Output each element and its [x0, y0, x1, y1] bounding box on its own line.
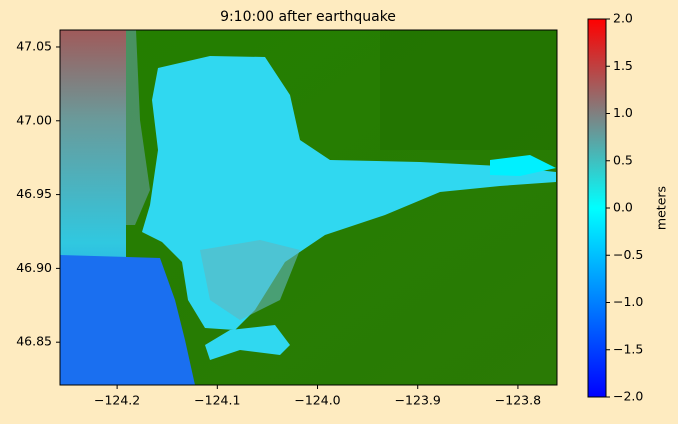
x-tick-label: −124.0 [294, 393, 340, 408]
y-tick-label: 47.05 [16, 38, 52, 53]
colorbar-label: meters [654, 186, 669, 230]
y-tick-label: 47.00 [16, 112, 52, 127]
x-tick-label: −124.2 [94, 393, 140, 408]
x-tick-label: −123.8 [495, 393, 541, 408]
axes-frame [59, 29, 558, 386]
colorbar-tick-label: −1.5 [613, 341, 643, 356]
y-tick-label: 46.85 [16, 334, 52, 349]
y-tick-label: 46.95 [16, 186, 52, 201]
colorbar-tick-label: 1.5 [613, 58, 633, 73]
map-image [60, 30, 557, 385]
y-tick-label: 46.90 [16, 260, 52, 275]
chart-title: 9:10:00 after earthquake [220, 9, 396, 25]
colorbar-tick-label: −1.0 [613, 294, 643, 309]
colorbar [587, 18, 607, 398]
x-tick-label: −124.1 [194, 393, 240, 408]
colorbar-tick-label: −0.5 [613, 247, 643, 262]
colorbar-tick-label: −2.0 [613, 389, 643, 404]
colorbar-tick-label: 1.0 [613, 105, 633, 120]
colorbar-tick-label: 0.5 [613, 152, 633, 167]
colorbar-tick-label: 0.0 [613, 200, 633, 215]
colorbar-tick-label: 2.0 [613, 11, 633, 26]
x-tick-label: −123.9 [395, 393, 441, 408]
